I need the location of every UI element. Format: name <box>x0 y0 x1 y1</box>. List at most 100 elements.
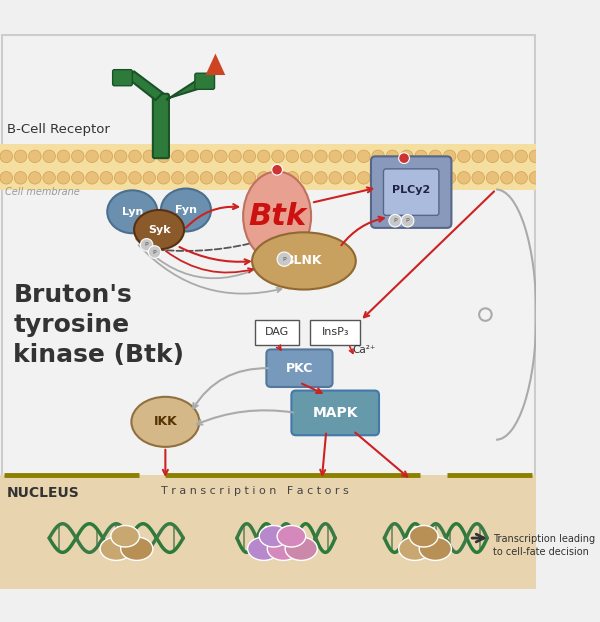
Circle shape <box>143 172 155 184</box>
Text: P: P <box>393 218 397 223</box>
Circle shape <box>358 150 370 162</box>
Ellipse shape <box>398 537 431 560</box>
Circle shape <box>215 172 227 184</box>
Circle shape <box>314 150 327 162</box>
Text: Transcription leading
to cell-fate decision: Transcription leading to cell-fate decis… <box>493 534 596 557</box>
Circle shape <box>0 150 13 162</box>
Circle shape <box>386 150 398 162</box>
Circle shape <box>314 172 327 184</box>
Circle shape <box>329 150 341 162</box>
FancyBboxPatch shape <box>153 94 169 158</box>
Circle shape <box>14 150 27 162</box>
Circle shape <box>443 172 456 184</box>
Circle shape <box>429 172 442 184</box>
Circle shape <box>243 172 256 184</box>
Text: B-Cell Receptor: B-Cell Receptor <box>7 123 110 136</box>
Circle shape <box>329 172 341 184</box>
Ellipse shape <box>248 537 280 560</box>
Text: PLCy2: PLCy2 <box>392 185 430 195</box>
Circle shape <box>529 150 542 162</box>
Ellipse shape <box>267 537 299 560</box>
FancyBboxPatch shape <box>195 73 215 90</box>
Text: P: P <box>153 249 157 254</box>
Circle shape <box>398 153 409 164</box>
Circle shape <box>229 150 241 162</box>
Ellipse shape <box>134 210 184 249</box>
Circle shape <box>486 172 499 184</box>
Circle shape <box>301 172 313 184</box>
Circle shape <box>272 172 284 184</box>
Circle shape <box>286 172 299 184</box>
Circle shape <box>401 215 414 227</box>
FancyBboxPatch shape <box>383 169 439 215</box>
Ellipse shape <box>243 172 311 261</box>
Circle shape <box>386 172 398 184</box>
Text: P: P <box>145 243 148 248</box>
Circle shape <box>200 172 213 184</box>
Ellipse shape <box>121 537 153 560</box>
Circle shape <box>140 239 153 251</box>
Text: Syk: Syk <box>148 225 170 234</box>
Text: P: P <box>283 257 286 262</box>
Ellipse shape <box>409 526 438 547</box>
FancyBboxPatch shape <box>113 70 132 86</box>
Polygon shape <box>127 72 163 100</box>
Circle shape <box>343 150 356 162</box>
Ellipse shape <box>252 233 356 290</box>
Ellipse shape <box>277 526 306 547</box>
Text: Btk: Btk <box>248 202 306 231</box>
Circle shape <box>200 150 213 162</box>
Circle shape <box>515 150 527 162</box>
Text: MAPK: MAPK <box>313 406 358 420</box>
Circle shape <box>458 172 470 184</box>
Circle shape <box>257 172 270 184</box>
Circle shape <box>429 150 442 162</box>
Circle shape <box>500 150 513 162</box>
Circle shape <box>358 172 370 184</box>
Circle shape <box>157 150 170 162</box>
FancyBboxPatch shape <box>266 350 332 387</box>
Circle shape <box>86 150 98 162</box>
Circle shape <box>148 246 161 258</box>
Circle shape <box>515 172 527 184</box>
Circle shape <box>301 150 313 162</box>
Circle shape <box>0 172 13 184</box>
Circle shape <box>458 150 470 162</box>
Circle shape <box>415 172 427 184</box>
Circle shape <box>100 172 113 184</box>
Polygon shape <box>166 80 206 100</box>
Circle shape <box>286 150 299 162</box>
FancyBboxPatch shape <box>0 33 536 589</box>
Ellipse shape <box>107 190 157 233</box>
Circle shape <box>229 172 241 184</box>
FancyBboxPatch shape <box>255 320 299 345</box>
Circle shape <box>272 164 283 175</box>
Circle shape <box>29 172 41 184</box>
Circle shape <box>57 150 70 162</box>
Circle shape <box>129 150 141 162</box>
Circle shape <box>400 172 413 184</box>
Circle shape <box>172 172 184 184</box>
FancyBboxPatch shape <box>0 475 536 589</box>
Circle shape <box>186 172 199 184</box>
Circle shape <box>243 150 256 162</box>
Text: Bruton's
tyrosine
kinase (Btk): Bruton's tyrosine kinase (Btk) <box>13 283 184 367</box>
Circle shape <box>43 172 55 184</box>
Text: Fyn: Fyn <box>175 205 197 215</box>
Text: DAG: DAG <box>265 327 289 338</box>
Circle shape <box>443 150 456 162</box>
Circle shape <box>472 172 484 184</box>
Circle shape <box>372 172 385 184</box>
Circle shape <box>472 150 484 162</box>
Circle shape <box>115 150 127 162</box>
Circle shape <box>100 150 113 162</box>
Circle shape <box>529 172 542 184</box>
Circle shape <box>389 215 401 227</box>
Ellipse shape <box>285 537 317 560</box>
Circle shape <box>272 150 284 162</box>
FancyBboxPatch shape <box>310 320 360 345</box>
Ellipse shape <box>259 526 288 547</box>
Circle shape <box>115 172 127 184</box>
Ellipse shape <box>419 537 451 560</box>
Text: Ca²⁺: Ca²⁺ <box>352 345 376 355</box>
